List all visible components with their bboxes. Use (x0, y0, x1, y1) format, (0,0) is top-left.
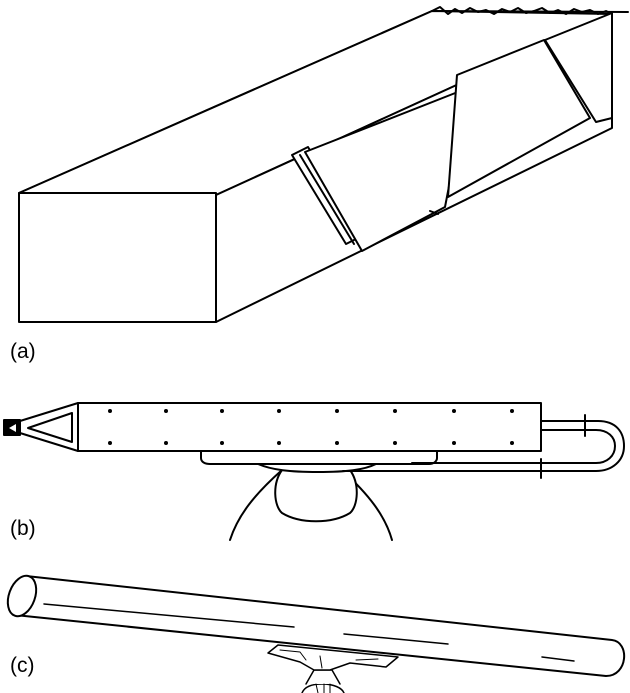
pole-saddle-detail (280, 650, 378, 668)
blade-return-tube-inner (412, 430, 615, 463)
panel-label-b: (b) (10, 517, 36, 540)
pole-saddle (268, 645, 398, 670)
window-2 (305, 88, 468, 251)
blade-hub (275, 470, 357, 521)
instrumented-blade (4, 403, 624, 540)
panel-label-c: (c) (10, 654, 35, 677)
panel-label-a: (a) (10, 340, 36, 363)
blade-body (78, 403, 541, 451)
beam-broken-edge (432, 7, 612, 14)
pole-highlight-3 (542, 657, 574, 661)
pole-highlight-1 (44, 604, 294, 627)
pressure-tap (108, 441, 112, 445)
pressure-tap (452, 409, 456, 413)
pressure-taps (108, 409, 514, 445)
window-4 (545, 13, 612, 122)
blade-tip-pointer (9, 424, 16, 432)
window-divider-b (430, 211, 438, 214)
window-3 (448, 40, 590, 197)
pressure-tap (335, 409, 339, 413)
pole-highlight-2 (344, 634, 448, 644)
pressure-tap (277, 409, 281, 413)
cylindrical-pole (3, 572, 625, 693)
pressure-tap (393, 409, 397, 413)
pole-mount-stem (306, 670, 340, 684)
pressure-tap (277, 441, 281, 445)
rectangular-beam (19, 7, 628, 322)
blade-mount-curve-left (230, 470, 282, 540)
blade-saddle (201, 451, 437, 464)
beam-end-face (19, 193, 216, 322)
pressure-tap (164, 441, 168, 445)
pressure-tap (452, 441, 456, 445)
pole-end-cap (3, 572, 42, 620)
pole-mount-base (302, 684, 344, 693)
blade-return-tube (343, 421, 624, 471)
pole-body (15, 576, 624, 676)
pressure-tap (164, 409, 168, 413)
pressure-tap (393, 441, 397, 445)
blade-tip-window (28, 413, 72, 442)
pole-mount-lines (316, 684, 330, 693)
pressure-tap (108, 409, 112, 413)
pressure-tap (335, 441, 339, 445)
pressure-tap (220, 441, 224, 445)
pressure-tap (510, 441, 514, 445)
pressure-tap (220, 409, 224, 413)
window-divider-a (300, 155, 354, 244)
pressure-tap (510, 409, 514, 413)
